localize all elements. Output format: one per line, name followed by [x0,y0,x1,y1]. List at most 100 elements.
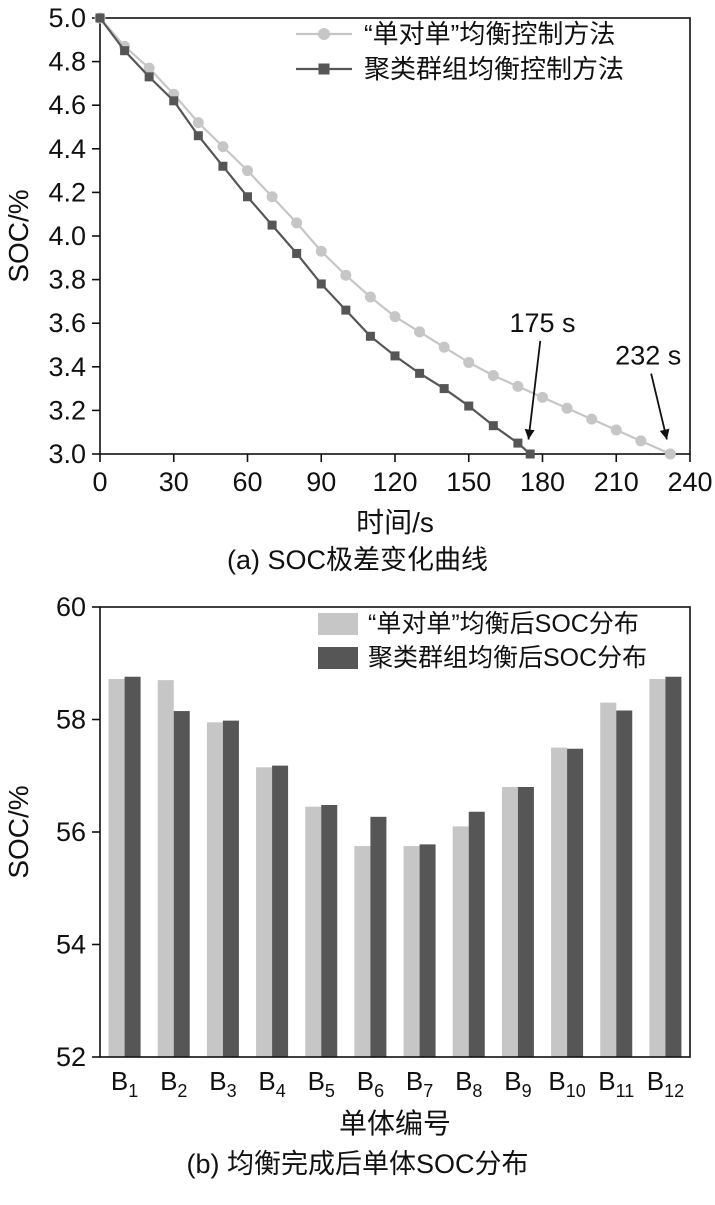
data-point-circle [512,380,524,392]
bar [173,711,190,1057]
x-tick-label: 30 [159,467,189,497]
y-tick-label: 58 [56,705,86,735]
x-category-label: B4 [258,1066,285,1101]
data-point-square [316,279,326,289]
y-tick-label: 60 [56,595,86,622]
data-point-square [488,421,498,431]
x-tick-label: 120 [372,467,417,497]
x-category-label: B10 [548,1066,585,1101]
y-tick-label: 52 [56,1042,86,1072]
bar [256,767,273,1057]
data-point-circle [389,311,401,323]
legend-label: 聚类群组均衡后SOC分布 [368,644,647,672]
bar [665,676,682,1057]
x-tick-label: 0 [92,467,107,497]
soc-range-figure: 0 30 60 90 120 150 180 210 240 3.0 3.2 3.4 3.6 3.8 4.0… [0,4,715,581]
x-tick-label: 180 [520,467,565,497]
soc-distribution-figure: B1 B2 B3 B4 B5 B6 B7 B8 B9 B10 B11 B12 52 54 56 58 60 单体编… [0,595,715,1185]
legend-marker-circle [318,28,330,40]
data-point-circle [586,413,598,425]
annotation-label: 232 s [615,341,681,371]
data-point-square [292,248,302,258]
x-axis-title: 单体编号 [339,1108,451,1139]
y-axis-title: SOC/% [3,189,34,282]
data-point-circle [487,370,499,382]
y-tick-label: 54 [56,930,86,960]
data-point-circle [414,326,426,338]
x-category-label: B9 [504,1066,531,1101]
legend-label: “单对单”均衡后SOC分布 [368,610,639,638]
data-point-circle [340,269,352,281]
bar [403,846,420,1057]
x-tick-label: 240 [667,467,712,497]
data-point-square [525,449,535,459]
y-tick-label: 4.2 [48,177,86,207]
bar [452,826,469,1057]
chart-b-caption: (b) 均衡完成后单体SOC分布 [186,1149,529,1179]
x-tick-label: 150 [446,467,491,497]
y-tick-label: 3.0 [48,439,86,469]
bar [468,811,485,1057]
data-point-circle [266,191,278,203]
data-point-circle [438,341,450,353]
x-category-label: B11 [598,1066,634,1101]
data-point-circle [635,435,647,447]
chart-a-caption: (a) SOC极差变化曲线 [226,545,488,575]
annotation-arrow [524,340,542,440]
x-category-label: B2 [160,1066,187,1101]
y-tick-label: 4.0 [48,221,86,251]
data-point-circle [143,62,155,74]
bar [370,816,387,1057]
data-point-square [464,401,474,411]
legend-label: 聚类群组均衡控制方法 [364,54,624,84]
data-point-square [95,13,105,23]
y-tick-label: 4.8 [48,47,86,77]
data-point-square [120,46,130,56]
x-axis-title: 时间/s [356,507,434,538]
data-point-circle [291,217,303,229]
data-point-circle [217,141,229,153]
annotation-label: 175 s [509,308,575,338]
data-point-square [415,368,425,378]
data-point-circle [192,117,204,129]
bar [600,702,617,1057]
bar [124,676,141,1057]
annotation-arrow [650,373,670,440]
y-tick-label: 56 [56,817,86,847]
data-point-square [243,192,252,202]
legend-label: “单对单”均衡控制方法 [364,19,615,49]
x-category-label: B3 [209,1066,236,1101]
x-category-label: B7 [406,1066,433,1101]
x-category-label: B5 [308,1066,335,1101]
data-point-circle [364,291,376,303]
bar [616,710,633,1057]
data-point-circle [315,245,327,257]
legend-swatch [318,647,358,669]
bar [272,765,289,1057]
data-point-circle [242,165,253,177]
data-point-square [267,220,277,230]
bar [222,720,239,1057]
y-tick-label: 4.4 [48,134,86,164]
data-point-square [341,305,351,315]
data-point-square [439,384,449,394]
x-category-label: B12 [647,1066,684,1101]
bar [649,679,666,1057]
data-point-square [218,161,228,171]
bar [501,787,518,1057]
x-tick-label: 60 [232,467,262,497]
bar [551,747,568,1057]
data-point-circle [561,402,573,414]
y-tick-label: 3.6 [48,308,86,338]
data-point-square [144,72,154,82]
x-category-label: B1 [111,1066,138,1101]
bar [321,805,338,1057]
bar [354,846,371,1057]
data-point-square [193,131,203,141]
x-tick-label: 210 [594,467,639,497]
legend-marker-square [318,63,330,75]
y-tick-label: 5.0 [48,4,86,33]
x-category-label: B6 [357,1066,384,1101]
data-point-circle [537,391,548,403]
x-category-label: B8 [455,1066,482,1101]
